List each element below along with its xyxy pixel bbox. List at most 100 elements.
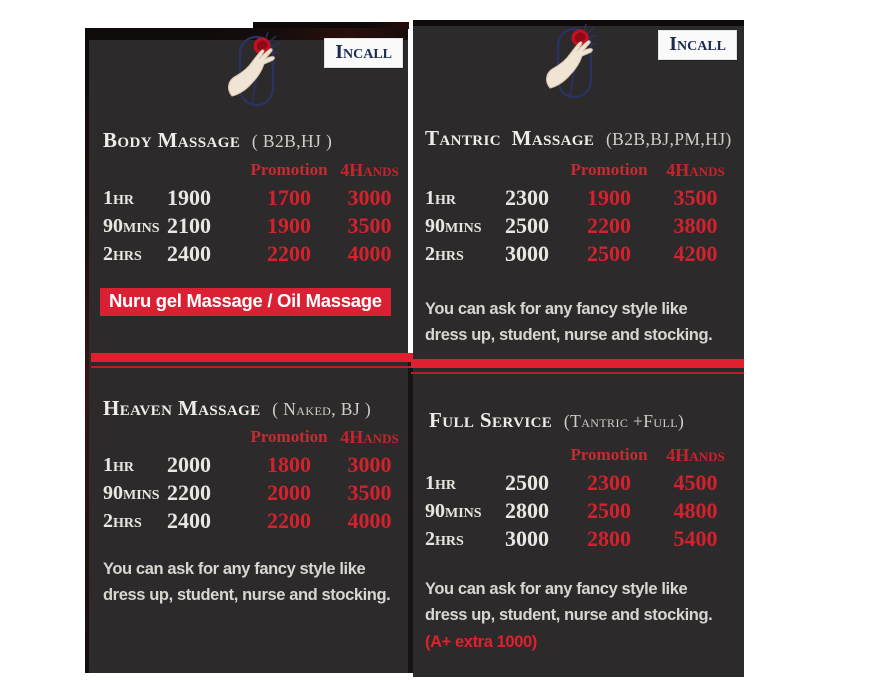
promotion-header: Promotion <box>250 160 328 179</box>
promotion-header: Promotion <box>570 160 648 179</box>
price-cell: 2800 <box>505 498 549 523</box>
fancy-style-note-with-extra: You can ask for any fancy style like dre… <box>425 576 733 655</box>
panel-top-band <box>413 20 744 26</box>
section-title-body-massage: Body Massage ( B2B,HJ ) <box>103 128 332 153</box>
fourhands-price-cell: 3500 <box>347 213 392 238</box>
section-title-text: Body Massage <box>103 128 241 152</box>
duration-cell: 1hr <box>425 471 456 494</box>
table-row: 1hr 2300 1900 3500 <box>413 184 744 212</box>
section-subtitle: (Tantric +Full) <box>563 411 685 431</box>
table-row: 90mins 2100 1900 3500 <box>85 212 408 240</box>
full-service-table: Promotion 4Hands 1hr 2500 2300 4500 90mi… <box>413 441 744 553</box>
duration-cell: 1hr <box>425 186 456 209</box>
panel-left-edge <box>85 28 89 673</box>
note-text: You can ask for any fancy style like dre… <box>425 580 713 625</box>
table-row: 90mins 2800 2500 4800 <box>413 497 744 525</box>
table-row: 90mins 2200 2000 3500 <box>85 479 408 507</box>
price-cell: 2400 <box>167 508 211 533</box>
hand-rose-logo-icon <box>543 23 605 107</box>
price-cell: 2100 <box>167 213 211 238</box>
table-header-row: Promotion 4Hands <box>413 156 744 184</box>
price-cell: 2200 <box>167 480 211 505</box>
fancy-style-note: You can ask for any fancy style like dre… <box>103 560 391 605</box>
heaven-massage-table: Promotion 4Hands 1hr 2000 1800 3000 90mi… <box>85 423 408 535</box>
fourhands-header: 4Hands <box>666 159 725 180</box>
fourhands-price-cell: 3800 <box>673 213 718 238</box>
promo-price-cell: 2800 <box>587 526 631 551</box>
right-panel: Incall Tantric Massage (B2B,BJ,PM,HJ) Pr… <box>411 20 744 677</box>
promo-price-cell: 1900 <box>267 213 311 238</box>
price-cell: 1900 <box>167 185 211 210</box>
panel-seam <box>408 360 413 673</box>
duration-cell: 1hr <box>103 186 134 209</box>
section-subtitle: (B2B,BJ,PM,HJ) <box>605 129 732 149</box>
table-row: 1hr 2000 1800 3000 <box>85 451 408 479</box>
left-panel: Incall Body Massage ( B2B,HJ ) Promotion… <box>85 28 413 673</box>
promo-price-cell: 1800 <box>267 452 311 477</box>
fourhands-price-cell: 3500 <box>347 480 392 505</box>
incall-badge: Incall <box>658 30 737 60</box>
fourhands-price-cell: 4200 <box>673 241 718 266</box>
promo-price-cell: 1900 <box>587 185 631 210</box>
duration-cell: 90mins <box>103 481 160 504</box>
fancy-style-note: You can ask for any fancy style like dre… <box>425 300 713 345</box>
price-cell: 2500 <box>505 213 549 238</box>
duration-cell: 2hrs <box>425 242 464 265</box>
table-header-row: Promotion 4Hands <box>413 441 744 469</box>
price-cell: 2500 <box>505 470 549 495</box>
table-row: 2hrs 3000 2500 4200 <box>413 240 744 268</box>
price-cell: 2300 <box>505 185 549 210</box>
nuru-massage-banner: Nuru gel Massage / Oil Massage <box>100 288 391 316</box>
promo-price-cell: 1700 <box>267 185 311 210</box>
incall-label: Incall <box>669 33 726 55</box>
fourhands-header: 4Hands <box>340 159 399 180</box>
table-header-row: Promotion 4Hands <box>85 156 408 184</box>
fourhands-price-cell: 4500 <box>673 470 718 495</box>
panel-top-band <box>85 28 408 40</box>
incall-label: Incall <box>335 41 392 63</box>
duration-cell: 2hrs <box>425 527 464 550</box>
red-divider <box>411 359 744 374</box>
promo-price-cell: 2500 <box>587 498 631 523</box>
section-title-text: Heaven Massage <box>103 396 261 420</box>
hand-rose-logo-icon <box>225 31 287 115</box>
table-row: 2hrs 2400 2200 4000 <box>85 240 408 268</box>
fourhands-price-cell: 3000 <box>347 185 392 210</box>
section-title-text: Tantric Massage <box>425 126 595 150</box>
price-cell: 3000 <box>505 526 549 551</box>
promo-price-cell: 2200 <box>587 213 631 238</box>
section-subtitle: ( Naked, BJ ) <box>272 399 372 419</box>
table-row: 2hrs 3000 2800 5400 <box>413 525 744 553</box>
section-title-heaven-massage: Heaven Massage ( Naked, BJ ) <box>103 396 371 421</box>
promo-price-cell: 2200 <box>267 241 311 266</box>
table-row: 2hrs 2400 2200 4000 <box>85 507 408 535</box>
banner-label: Nuru gel Massage / Oil Massage <box>109 290 382 311</box>
section-title-full-service: Full Service (Tantric +Full) <box>429 408 684 433</box>
fourhands-price-cell: 5400 <box>673 526 718 551</box>
price-cell: 2400 <box>167 241 211 266</box>
duration-cell: 2hrs <box>103 509 142 532</box>
duration-cell: 90mins <box>425 499 482 522</box>
fourhands-price-cell: 3500 <box>673 185 718 210</box>
fourhands-header: 4Hands <box>340 426 399 447</box>
incall-badge: Incall <box>324 38 403 68</box>
table-header-row: Promotion 4Hands <box>85 423 408 451</box>
price-cell: 2000 <box>167 452 211 477</box>
table-row: 1hr 2500 2300 4500 <box>413 469 744 497</box>
duration-cell: 90mins <box>425 214 482 237</box>
extra-charge-note: (A+ extra 1000) <box>425 632 537 651</box>
duration-cell: 2hrs <box>103 242 142 265</box>
section-subtitle: ( B2B,HJ ) <box>251 131 333 151</box>
fourhands-price-cell: 4000 <box>347 508 392 533</box>
table-row: 90mins 2500 2200 3800 <box>413 212 744 240</box>
red-divider <box>91 353 413 368</box>
section-title-tantric-massage: Tantric Massage (B2B,BJ,PM,HJ) <box>425 126 732 151</box>
duration-cell: 90mins <box>103 214 160 237</box>
background-photo-strip <box>253 22 409 29</box>
body-massage-table: Promotion 4Hands 1hr 1900 1700 3000 90mi… <box>85 156 408 268</box>
table-row: 1hr 1900 1700 3000 <box>85 184 408 212</box>
section-title-text: Full Service <box>429 408 553 432</box>
fourhands-price-cell: 4000 <box>347 241 392 266</box>
price-cell: 3000 <box>505 241 549 266</box>
